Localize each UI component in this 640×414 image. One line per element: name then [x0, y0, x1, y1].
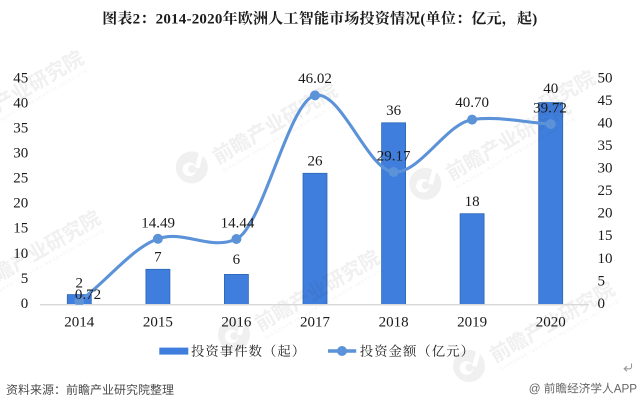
- svg-text:2018: 2018: [379, 314, 409, 330]
- svg-text:0.72: 0.72: [75, 287, 101, 303]
- svg-text:@: @: [529, 383, 541, 396]
- svg-text:15: 15: [13, 221, 28, 237]
- svg-text:(: (: [420, 12, 425, 28]
- svg-text:25: 25: [598, 183, 613, 199]
- svg-text:40: 40: [13, 95, 28, 111]
- svg-text:29.17: 29.17: [377, 149, 411, 165]
- svg-text:45: 45: [13, 70, 28, 86]
- svg-text:10: 10: [13, 246, 28, 262]
- svg-text:2015: 2015: [143, 314, 173, 330]
- svg-text:18: 18: [465, 194, 480, 210]
- svg-text:2020: 2020: [536, 314, 566, 330]
- svg-text:2017: 2017: [300, 314, 331, 330]
- svg-text:35: 35: [598, 138, 613, 154]
- svg-text:30: 30: [13, 146, 28, 162]
- svg-text:30: 30: [598, 161, 613, 177]
- svg-text:40.70: 40.70: [455, 95, 489, 111]
- svg-text:25: 25: [13, 171, 28, 187]
- svg-text:0: 0: [598, 296, 606, 312]
- svg-text:6: 6: [233, 252, 241, 268]
- svg-text:20: 20: [13, 196, 28, 212]
- svg-text:14.44: 14.44: [221, 216, 255, 232]
- svg-text:26: 26: [308, 153, 324, 169]
- svg-text:APP: APP: [614, 383, 638, 396]
- svg-text:5: 5: [598, 273, 606, 289]
- svg-text:20: 20: [598, 206, 613, 222]
- svg-text:50: 50: [598, 70, 613, 86]
- svg-text:0: 0: [21, 296, 29, 312]
- svg-text:14.49: 14.49: [141, 216, 175, 232]
- svg-text:2014: 2014: [64, 314, 95, 330]
- svg-text:40: 40: [598, 116, 613, 132]
- svg-text:): ): [532, 12, 537, 28]
- svg-text:2: 2: [133, 12, 141, 28]
- svg-text:2019: 2019: [457, 314, 487, 330]
- svg-text:2014-2020: 2014-2020: [156, 12, 223, 28]
- svg-text:2016: 2016: [221, 314, 252, 330]
- svg-text:46.02: 46.02: [298, 71, 332, 87]
- svg-text:36: 36: [386, 103, 402, 119]
- svg-text:45: 45: [598, 93, 613, 109]
- svg-text:15: 15: [598, 228, 613, 244]
- svg-text:7: 7: [154, 249, 162, 265]
- svg-text:10: 10: [598, 251, 613, 267]
- svg-text:39.72: 39.72: [533, 100, 567, 116]
- svg-text:35: 35: [13, 121, 28, 137]
- svg-text:40: 40: [543, 81, 558, 97]
- svg-text:2: 2: [76, 276, 84, 292]
- svg-text:5: 5: [21, 271, 29, 287]
